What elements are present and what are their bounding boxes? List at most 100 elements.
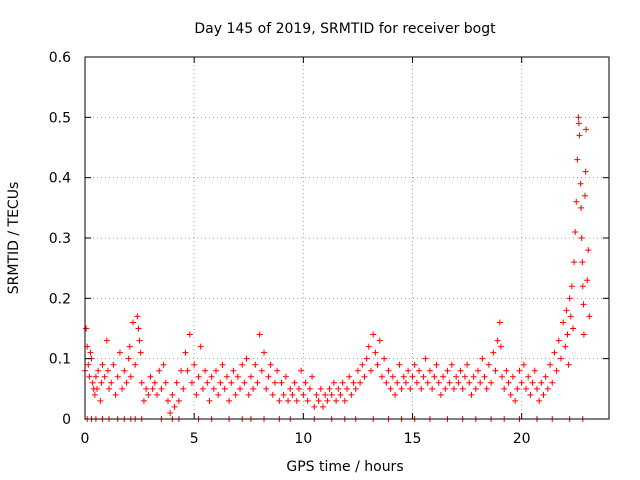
y-tick-label: 0.3 <box>49 231 71 247</box>
data-point <box>536 397 543 404</box>
data-point <box>529 379 536 386</box>
data-point <box>282 373 289 380</box>
data-point <box>461 373 468 380</box>
data-point <box>429 385 436 392</box>
data-point <box>199 385 206 392</box>
data-point <box>372 349 379 356</box>
data-point <box>309 373 316 380</box>
data-point <box>472 385 479 392</box>
data-point <box>453 373 460 380</box>
data-point <box>245 391 252 398</box>
data-point <box>339 379 346 386</box>
y-tick-label: 0 <box>62 412 71 428</box>
data-point <box>585 247 592 254</box>
data-point <box>86 373 93 380</box>
data-point <box>289 391 296 398</box>
data-point <box>137 349 144 356</box>
data-point <box>98 379 105 386</box>
data-point <box>496 319 503 326</box>
data-point <box>213 367 219 374</box>
data-point <box>134 313 141 320</box>
data-point <box>440 373 447 380</box>
data-point <box>158 385 165 392</box>
axis-ticks <box>84 56 609 420</box>
data-point <box>252 361 259 368</box>
data-point <box>295 385 302 392</box>
data-point <box>499 373 506 380</box>
data-point <box>206 397 213 404</box>
data-point <box>97 397 104 404</box>
data-point <box>562 343 569 350</box>
data-point <box>346 373 353 380</box>
data-point <box>385 367 392 374</box>
data-point <box>87 349 94 356</box>
data-point <box>175 397 182 404</box>
data-point <box>470 373 477 380</box>
data-point <box>572 228 579 235</box>
data-point <box>335 385 342 392</box>
data-point <box>442 385 449 392</box>
x-tick-labels: 0 5 10 15 20 <box>81 431 531 447</box>
data-point <box>365 343 372 350</box>
data-point <box>239 361 246 368</box>
data-point <box>396 361 403 368</box>
data-point <box>566 295 573 302</box>
data-point <box>551 349 558 356</box>
x-tick-label: 5 <box>190 431 199 447</box>
data-point <box>392 391 399 398</box>
data-point <box>512 397 519 404</box>
data-point <box>326 385 333 392</box>
data-point <box>448 361 455 368</box>
data-point <box>261 349 268 356</box>
data-point <box>389 373 396 380</box>
data-point <box>182 349 189 356</box>
data-point <box>405 367 412 374</box>
data-point <box>555 337 562 344</box>
data-point <box>171 403 178 410</box>
data-point <box>219 361 226 368</box>
data-point <box>416 367 423 374</box>
data-point <box>147 373 154 380</box>
data-point <box>280 391 287 398</box>
data-point <box>368 367 375 374</box>
data-point <box>435 379 442 386</box>
data-point <box>424 379 431 386</box>
data-point <box>195 373 202 380</box>
data-point <box>210 385 217 392</box>
data-point <box>298 367 305 374</box>
data-point <box>138 379 145 386</box>
data-point <box>228 379 235 386</box>
data-point <box>549 379 556 386</box>
data-point <box>455 379 462 386</box>
data-point <box>103 337 110 344</box>
data-point <box>437 391 444 398</box>
data-point <box>101 373 108 380</box>
data-point <box>586 313 593 320</box>
data-point <box>132 361 139 368</box>
data-point <box>108 379 115 386</box>
data-point <box>125 355 132 362</box>
data-point <box>94 385 101 392</box>
data-point <box>557 355 564 362</box>
data-point <box>568 283 575 290</box>
data-point <box>208 373 215 380</box>
data-point <box>221 385 228 392</box>
data-point <box>241 379 248 386</box>
data-point <box>263 385 270 392</box>
data-point <box>563 307 570 314</box>
data-point <box>376 337 383 344</box>
data-point <box>287 385 294 392</box>
data-point <box>250 385 257 392</box>
data-point <box>135 325 142 332</box>
data-point <box>576 132 583 139</box>
data-point <box>188 379 195 386</box>
x-tick-label: 15 <box>404 431 422 447</box>
data-point <box>580 331 587 338</box>
data-point <box>564 331 571 338</box>
data-point <box>514 385 521 392</box>
data-point <box>479 355 486 362</box>
data-point <box>265 373 272 380</box>
data-point <box>560 319 567 326</box>
data-point <box>413 379 420 386</box>
data-point <box>457 367 464 374</box>
